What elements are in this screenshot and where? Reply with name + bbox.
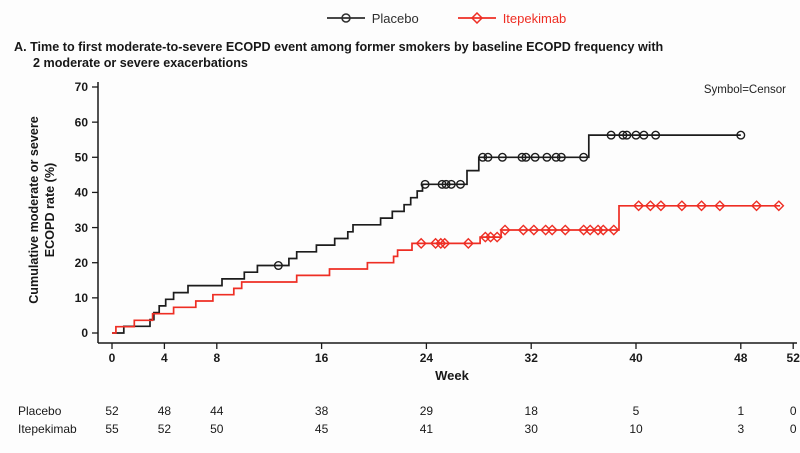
placebo-censor-circle-marker — [556, 152, 566, 162]
itepekimab-censor-diamond-marker — [644, 200, 656, 212]
y-tick-label: 10 — [75, 291, 89, 305]
legend-label-itepekimab: Itepekimab — [502, 10, 567, 26]
placebo-line-circle-marker-icon — [326, 13, 365, 23]
placebo-censor-circle-marker — [542, 152, 552, 162]
placebo-curve — [112, 134, 741, 334]
y-tick-label: 70 — [75, 80, 89, 94]
risk-count-itepekimab: 41 — [420, 422, 434, 436]
y-tick-label: 20 — [75, 256, 89, 270]
x-tick-label: 52 — [787, 351, 800, 365]
y-tick-label: 60 — [75, 115, 89, 129]
itepekimab-censor-diamond-marker — [655, 200, 667, 212]
itepekimab-censor-diamond-marker — [714, 200, 726, 212]
placebo-censor-circle-marker — [437, 179, 447, 189]
y-tick-label: 0 — [81, 326, 88, 340]
placebo-censor-circle-marker — [551, 152, 561, 162]
risk-count-itepekimab: 45 — [315, 422, 329, 436]
risk-count-placebo: 18 — [525, 404, 539, 418]
placebo-censor-circle-marker — [622, 130, 632, 140]
itepekimab-line-diamond-marker-icon — [457, 12, 496, 24]
x-tick-label: 16 — [315, 351, 329, 365]
figure-title-line2: 2 moderate or severe exacerbations — [33, 56, 248, 70]
risk-count-placebo: 52 — [105, 404, 119, 418]
itepekimab-censor-diamond-marker — [750, 200, 763, 212]
y-tick-label: 30 — [75, 221, 89, 235]
legend-item-itepekimab: Itepekimab — [457, 10, 567, 26]
y-tick-label: 50 — [75, 150, 89, 164]
placebo-censor-circle-marker — [618, 130, 628, 140]
placebo-censor-circle-marker — [420, 179, 430, 189]
itepekimab-censor-diamond-marker — [415, 237, 427, 249]
y-tick-label: 40 — [75, 186, 89, 200]
itepekimab-censor-diamond-marker — [517, 224, 529, 236]
risk-count-itepekimab: 50 — [210, 422, 224, 436]
x-tick-label: 48 — [734, 351, 748, 365]
risk-row-label-placebo: Placebo — [18, 404, 62, 418]
placebo-censor-circle-marker — [483, 152, 493, 162]
risk-count-placebo: 1 — [737, 404, 744, 418]
risk-count-itepekimab: 55 — [105, 422, 119, 436]
itepekimab-censor-diamond-marker — [695, 200, 708, 212]
x-tick-label: 40 — [629, 351, 643, 365]
placebo-censor-circle-marker — [455, 179, 465, 189]
risk-row-label-itepekimab: Itepekimab — [18, 422, 77, 436]
risk-count-itepekimab: 10 — [629, 422, 643, 436]
x-tick-label: 0 — [109, 351, 116, 365]
placebo-censor-circle-marker — [446, 179, 456, 189]
risk-count-placebo: 29 — [420, 404, 434, 418]
itepekimab-curve — [112, 204, 781, 334]
x-tick-label: 4 — [161, 351, 168, 365]
placebo-censor-circle-marker — [579, 152, 589, 162]
risk-count-itepekimab: 0 — [790, 422, 797, 436]
x-tick-label: 8 — [213, 351, 220, 365]
itepekimab-censor-diamond-marker — [597, 224, 609, 236]
risk-count-placebo: 44 — [210, 404, 224, 418]
risk-count-itepekimab: 30 — [525, 422, 539, 436]
itepekimab-censor-diamond-marker — [528, 224, 540, 236]
legend-label-placebo: Placebo — [371, 10, 419, 26]
itepekimab-censor-diamond-marker — [462, 237, 474, 249]
x-tick-label: 24 — [420, 351, 434, 365]
figure-title: A. Time to first moderate-to-severe ECOP… — [14, 39, 786, 71]
placebo-censor-circle-marker — [651, 130, 661, 140]
placebo-censor-circle-marker — [497, 152, 507, 162]
placebo-censor-circle-marker — [517, 152, 527, 162]
chart-legend: Placebo Itepekimab — [0, 7, 800, 29]
itepekimab-censor-diamond-marker — [584, 224, 596, 236]
risk-count-placebo: 48 — [158, 404, 172, 418]
itepekimab-censor-diamond-marker — [435, 237, 447, 249]
figure-title-line1: A. Time to first moderate-to-severe ECOP… — [14, 40, 664, 54]
legend-item-placebo: Placebo — [326, 11, 419, 26]
risk-count-placebo: 38 — [315, 404, 329, 418]
placebo-censor-circle-marker — [606, 130, 616, 140]
placebo-censor-circle-marker — [441, 179, 451, 189]
risk-count-placebo: 0 — [790, 404, 797, 418]
censor-note: Symbol=Censor — [703, 84, 786, 96]
itepekimab-censor-diamond-marker — [491, 231, 503, 243]
risk-count-itepekimab: 52 — [158, 422, 172, 436]
placebo-censor-circle-marker — [521, 152, 531, 162]
legend-items: Placebo Itepekimab — [326, 10, 567, 26]
placebo-censor-circle-marker — [478, 152, 488, 162]
placebo-censor-circle-marker — [639, 130, 649, 140]
x-axis-title: Week — [435, 368, 469, 383]
itepekimab-censor-diamond-marker — [546, 224, 558, 236]
itepekimab-censor-diamond-marker — [608, 224, 620, 236]
placebo-censor-circle-marker — [273, 261, 283, 271]
risk-count-itepekimab: 3 — [737, 422, 744, 436]
x-tick-label: 32 — [525, 351, 539, 365]
risk-count-placebo: 5 — [633, 404, 640, 418]
itepekimab-censor-diamond-marker — [676, 200, 688, 212]
itepekimab-censor-diamond-marker — [499, 224, 511, 236]
placebo-censor-circle-marker — [530, 152, 540, 162]
itepekimab-censor-diamond-marker — [773, 200, 785, 212]
placebo-censor-circle-marker — [736, 130, 746, 140]
itepekimab-censor-diamond-marker — [633, 200, 645, 212]
itepekimab-censor-diamond-marker — [559, 224, 571, 236]
itepekimab-censor-diamond-marker — [439, 237, 451, 249]
